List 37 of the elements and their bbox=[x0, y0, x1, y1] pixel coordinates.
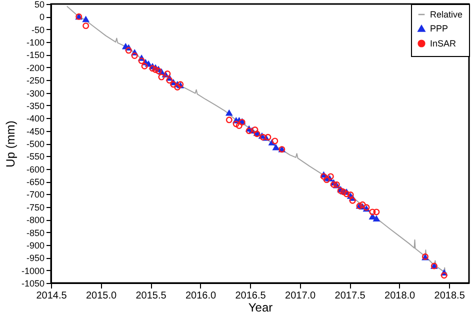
x-tick-label: 2017.5 bbox=[334, 290, 366, 302]
y-tick-label: -600 bbox=[26, 164, 44, 174]
y-tick-label: -200 bbox=[26, 62, 44, 73]
legend-label: Relative bbox=[430, 10, 463, 20]
x-axis-title: Year bbox=[248, 300, 273, 313]
y-tick-label: -400 bbox=[26, 114, 44, 124]
y-tick-label: -750 bbox=[26, 202, 44, 212]
y-tick-label: -800 bbox=[26, 215, 44, 226]
x-tick-label: 2014.5 bbox=[36, 290, 68, 302]
y-tick-label: -50 bbox=[31, 24, 44, 35]
x-tick-label: 2015.5 bbox=[136, 290, 167, 302]
y-tick-label: -150 bbox=[26, 50, 44, 60]
y-tick-label: -850 bbox=[26, 228, 44, 238]
y-tick-label: -300 bbox=[26, 88, 44, 98]
y-tick-label: -100 bbox=[26, 38, 44, 48]
y-tick-label: 0 bbox=[39, 12, 44, 22]
y-tick-label: -950 bbox=[26, 253, 44, 264]
x-tick-label: 2016.5 bbox=[235, 290, 266, 302]
x-tick-label: 2015.0 bbox=[86, 290, 117, 302]
y-tick-label: -700 bbox=[26, 190, 44, 200]
y-tick-label: -450 bbox=[26, 126, 44, 136]
legend-label: InSAR bbox=[430, 38, 457, 48]
y-axis-title: Up (mm) bbox=[3, 120, 18, 168]
y-tick-label: -1000 bbox=[21, 266, 44, 276]
x-tick-label: 2018.5 bbox=[434, 290, 466, 302]
y-tick-label: -500 bbox=[26, 139, 44, 149]
y-tick-label: -900 bbox=[26, 240, 44, 250]
y-tick-label: 50 bbox=[34, 0, 44, 10]
y-tick-label: -550 bbox=[26, 152, 44, 162]
y-tick-label: -650 bbox=[26, 177, 44, 188]
y-tick-label: -1050 bbox=[21, 278, 44, 288]
x-tick-label: 2016.0 bbox=[185, 290, 217, 302]
legend-label: PPP bbox=[430, 24, 448, 34]
y-tick-label: -350 bbox=[26, 100, 44, 111]
x-tick-label: 2018.0 bbox=[384, 290, 416, 302]
y-tick-label: -250 bbox=[26, 76, 44, 86]
x-tick-label: 2017.0 bbox=[285, 290, 316, 302]
